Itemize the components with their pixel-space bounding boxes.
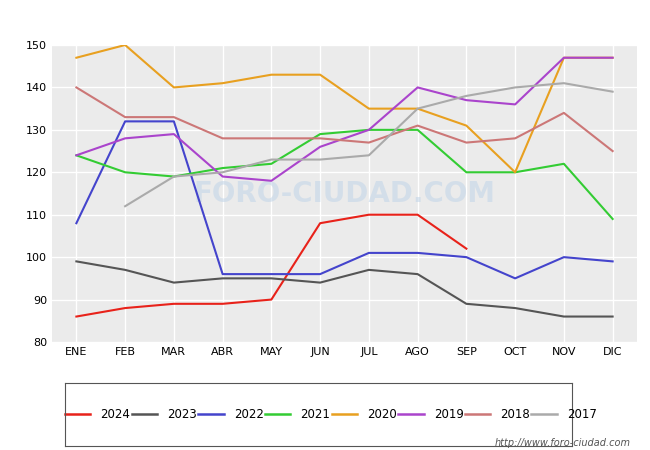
Text: 2023: 2023 xyxy=(167,408,197,420)
Text: 2022: 2022 xyxy=(234,408,264,420)
Text: 2024: 2024 xyxy=(101,408,131,420)
Text: http://www.foro-ciudad.com: http://www.foro-ciudad.com xyxy=(495,438,630,448)
Text: 2019: 2019 xyxy=(434,408,463,420)
Text: 2018: 2018 xyxy=(500,408,530,420)
Text: FORO-CIUDAD.COM: FORO-CIUDAD.COM xyxy=(194,180,495,207)
Text: 2021: 2021 xyxy=(300,408,330,420)
Text: Afiliados en Liédena a 30/9/2024: Afiliados en Liédena a 30/9/2024 xyxy=(171,11,479,30)
Text: 2020: 2020 xyxy=(367,408,396,420)
Text: 2017: 2017 xyxy=(567,408,597,420)
